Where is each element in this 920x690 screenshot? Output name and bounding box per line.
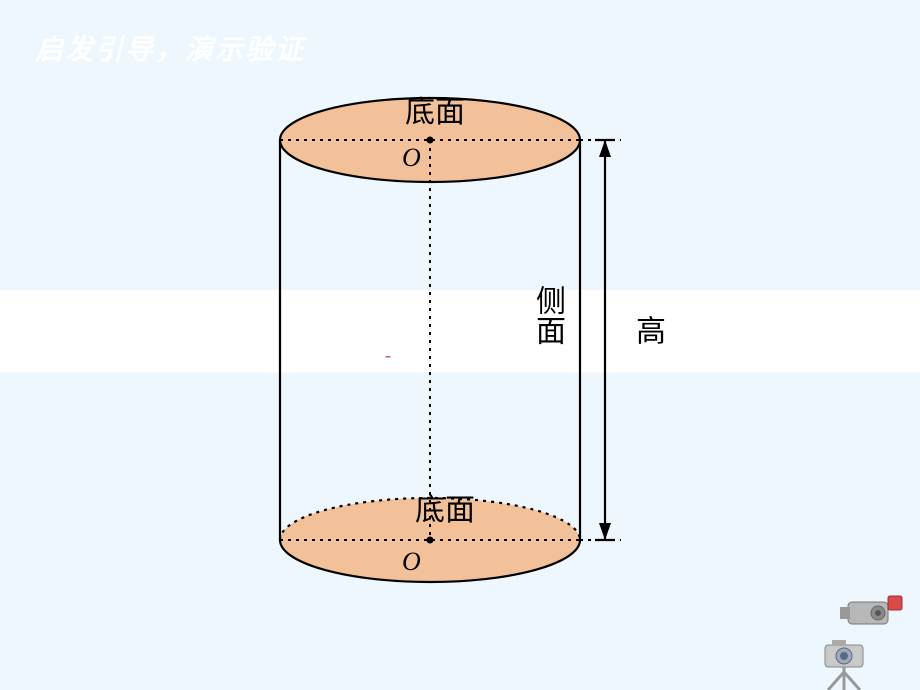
still-camera-icon xyxy=(825,640,863,690)
camera-icon xyxy=(770,590,920,690)
top-face-label: 底面 xyxy=(405,87,465,131)
bottom-face-label: 底面 xyxy=(415,485,475,529)
bottom-center-label: O xyxy=(402,547,421,577)
top-center-dot xyxy=(427,137,434,144)
stray-dash: - xyxy=(385,345,391,366)
height-bracket xyxy=(595,140,615,540)
height-label: 高 xyxy=(625,315,669,345)
video-camera-icon xyxy=(840,596,902,624)
side-face-label: 侧面 xyxy=(525,285,569,345)
bottom-center-dot xyxy=(427,537,434,544)
slide-title: 启发引导，演示验证 xyxy=(35,28,305,68)
top-center-label: O xyxy=(402,143,421,173)
cylinder-diagram: 底面 O 底面 O 侧面 高 xyxy=(250,85,670,615)
